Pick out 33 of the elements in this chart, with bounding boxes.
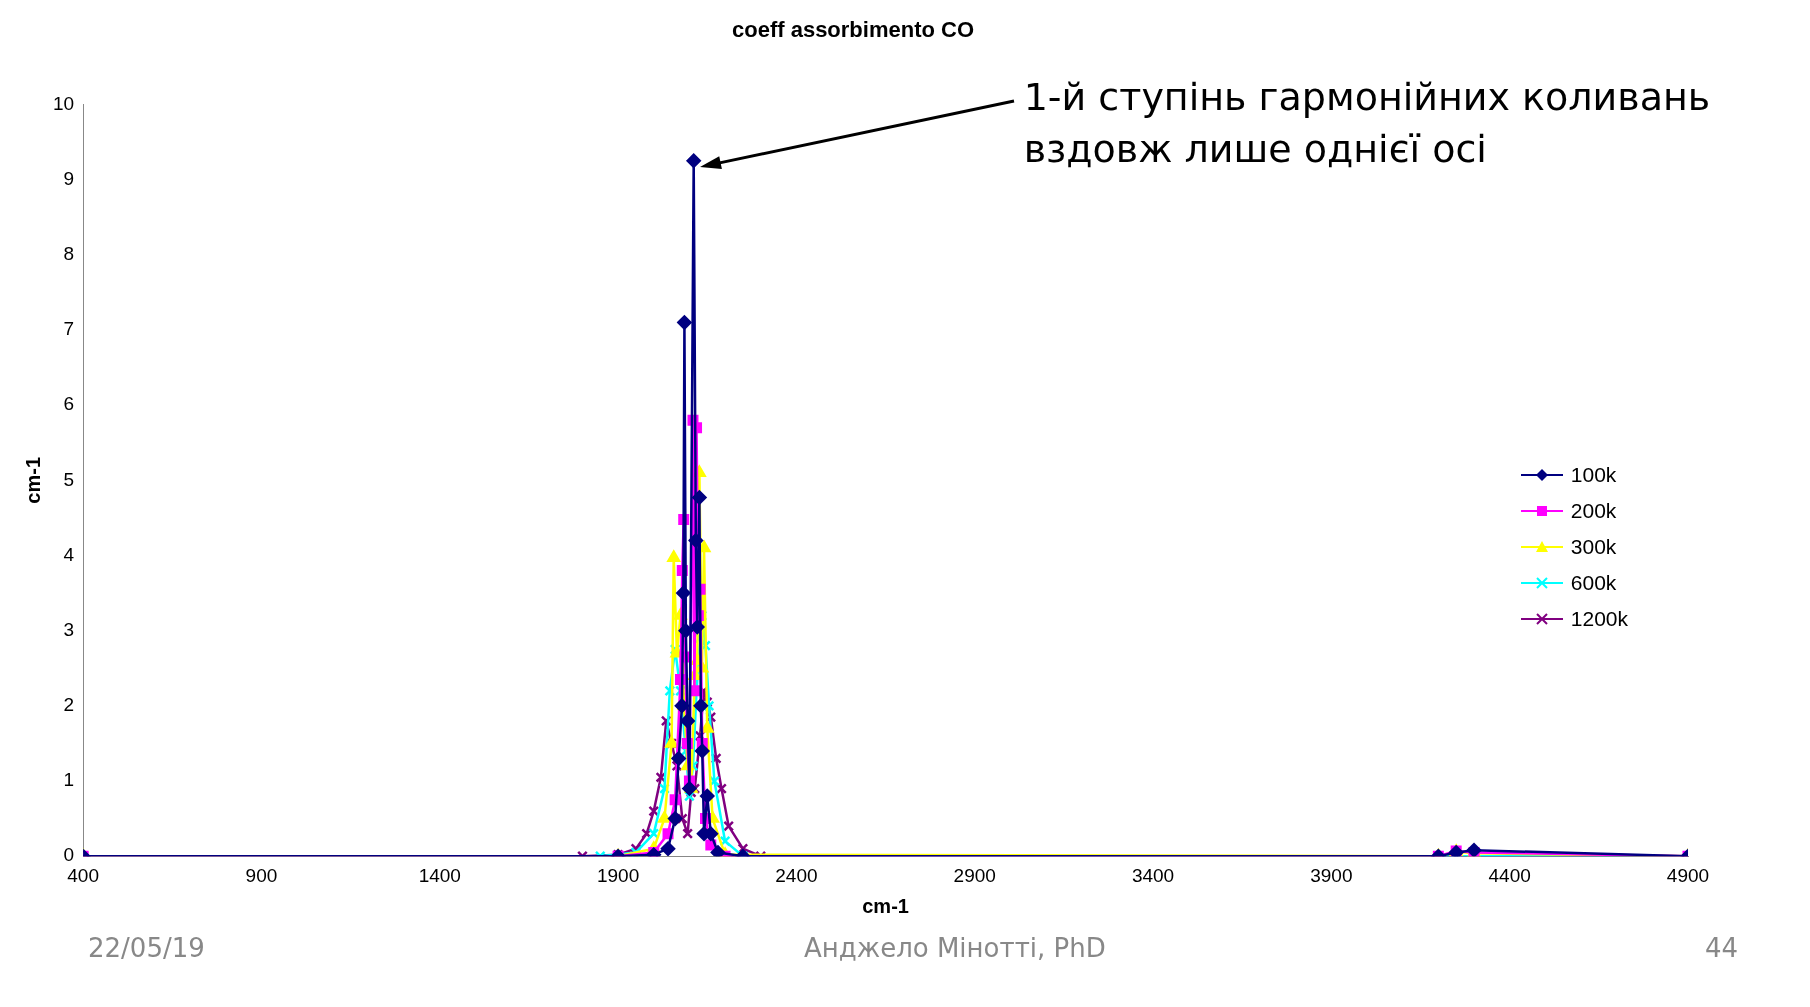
- text: 22/05/19: [88, 933, 205, 963]
- x-tick-label: 1400: [418, 864, 461, 886]
- x-tick-label: 400: [67, 864, 99, 886]
- x-tick-label: 3900: [1310, 864, 1353, 886]
- y-tick-label: 2: [63, 694, 75, 716]
- y-tick-label: 4: [63, 543, 75, 565]
- y-tick-label: 3: [63, 618, 75, 640]
- x-tick-label: 3400: [1131, 864, 1175, 886]
- legend-label: 300k: [1570, 534, 1617, 559]
- x-tick-label: 2400: [775, 864, 818, 886]
- y-tick-label: 6: [63, 393, 75, 415]
- y-tick-label: 0: [63, 844, 75, 866]
- x-tick-label: 4900: [1666, 864, 1710, 886]
- x-tick-label: 900: [245, 864, 278, 886]
- text: 44: [1704, 933, 1738, 963]
- legend-label: 1200k: [1570, 606, 1628, 631]
- y-tick-label: 7: [63, 318, 75, 340]
- y-axis-title: cm-1: [21, 456, 44, 504]
- y-tick-label: 10: [52, 92, 75, 114]
- y-tick-label: 8: [63, 242, 75, 264]
- legend-label: 200k: [1570, 498, 1617, 523]
- x-axis-title: cm-1: [862, 894, 909, 917]
- text: Анджело Мінотті, PhD: [803, 933, 1106, 963]
- x-tick-label: 1900: [596, 864, 640, 886]
- y-tick-label: 1: [63, 769, 75, 791]
- chart-title: coeff assorbimento CO: [731, 17, 975, 43]
- x-tick-label: 4400: [1488, 864, 1531, 886]
- legend-label: 600k: [1570, 570, 1617, 595]
- annotation: 1-й ступінь гармонійних коливань вздовж лише однієї осі: [1023, 73, 1712, 173]
- legend-label: 100k: [1570, 462, 1617, 487]
- y-tick-label: 5: [63, 468, 75, 490]
- y-tick-label: 9: [63, 167, 75, 189]
- x-tick-label: 2900: [953, 864, 996, 886]
